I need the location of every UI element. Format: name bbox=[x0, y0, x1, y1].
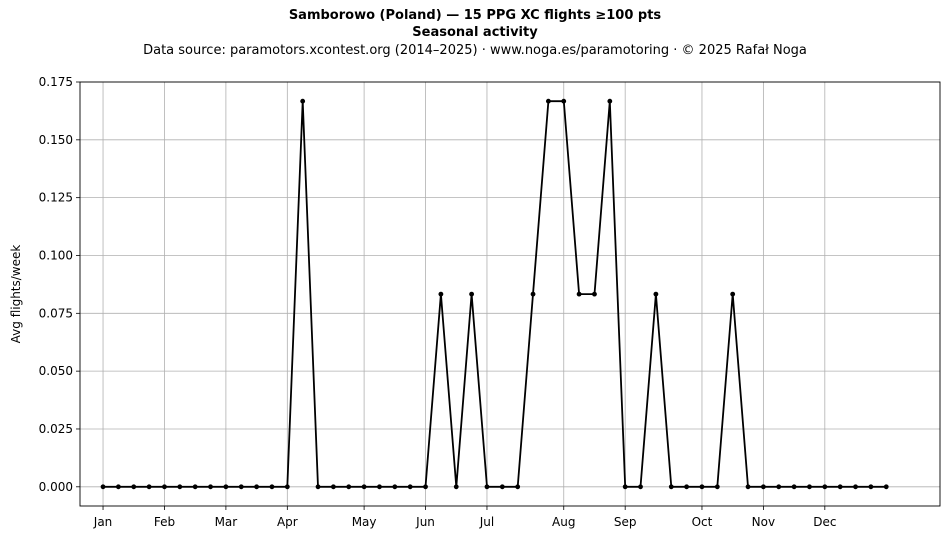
y-tick-label: 0.050 bbox=[39, 364, 73, 378]
data-point bbox=[469, 291, 475, 297]
data-point bbox=[760, 484, 766, 490]
y-tick-label: 0.075 bbox=[39, 306, 73, 320]
grid-lines bbox=[80, 81, 940, 506]
data-point bbox=[223, 484, 229, 490]
data-point bbox=[622, 484, 628, 490]
data-point bbox=[315, 484, 321, 490]
x-tick-label: Oct bbox=[692, 515, 713, 529]
data-point bbox=[837, 484, 843, 490]
data-point bbox=[177, 484, 183, 490]
data-point bbox=[330, 484, 336, 490]
y-tick-label: 0.000 bbox=[39, 480, 73, 494]
chart-subtitle: Seasonal activity bbox=[412, 25, 538, 40]
data-point bbox=[361, 484, 367, 490]
y-tick-label: 0.025 bbox=[39, 422, 73, 436]
plot-frame bbox=[79, 81, 941, 507]
data-point bbox=[438, 291, 444, 297]
data-point bbox=[883, 484, 889, 490]
data-point bbox=[515, 484, 521, 490]
x-tick-label: Jun bbox=[415, 515, 435, 529]
x-tick-label: Jul bbox=[479, 515, 494, 529]
x-tick-label: Nov bbox=[752, 515, 775, 529]
data-point bbox=[499, 484, 505, 490]
data-point bbox=[561, 98, 567, 104]
data-point bbox=[791, 484, 797, 490]
data-point bbox=[131, 484, 137, 490]
data-point bbox=[407, 484, 413, 490]
data-point bbox=[346, 484, 352, 490]
y-tick-label: 0.100 bbox=[39, 248, 73, 262]
data-point bbox=[208, 484, 213, 490]
data-point bbox=[638, 484, 643, 490]
series-polyline bbox=[103, 100, 887, 488]
data-point bbox=[192, 484, 198, 490]
x-tick-label: Dec bbox=[813, 515, 836, 529]
data-point bbox=[146, 484, 152, 490]
x-tick-label: Feb bbox=[154, 515, 175, 529]
data-point bbox=[300, 98, 306, 104]
data-point bbox=[484, 484, 490, 490]
data-point bbox=[807, 484, 812, 490]
x-tick-label: Jan bbox=[93, 515, 113, 529]
data-point bbox=[699, 484, 705, 490]
data-point bbox=[776, 484, 782, 490]
x-tick-label: May bbox=[352, 515, 377, 529]
y-axis-label-group: Avg flights/week bbox=[9, 245, 23, 344]
data-point bbox=[668, 484, 674, 490]
x-tick-label: Aug bbox=[552, 515, 575, 529]
x-tick-label: Mar bbox=[215, 515, 238, 529]
data-point bbox=[745, 484, 751, 490]
data-point bbox=[868, 484, 874, 490]
data-point bbox=[853, 484, 858, 490]
data-source-note: Data source: paramotors.xcontest.org (20… bbox=[143, 43, 807, 58]
x-tick-label: Sep bbox=[614, 515, 637, 529]
data-point bbox=[530, 291, 536, 297]
data-point bbox=[592, 291, 597, 297]
axes: 0.000 0.025 0.050 0.075 0.100 0.125 0.150 0.175… bbox=[39, 75, 941, 529]
data-point bbox=[653, 291, 659, 297]
data-point bbox=[238, 484, 244, 490]
data-point bbox=[576, 291, 582, 297]
y-tick-label: 0.125 bbox=[39, 191, 73, 205]
data-point bbox=[684, 484, 690, 490]
series-line bbox=[100, 98, 889, 490]
data-point bbox=[284, 484, 290, 490]
data-point bbox=[100, 484, 106, 490]
y-tick-label: 0.175 bbox=[39, 75, 73, 89]
chart-title: Samborowo (Poland) — 15 PPG XC flights ≥… bbox=[288, 8, 662, 23]
data-point bbox=[453, 484, 459, 490]
data-point bbox=[730, 291, 736, 297]
data-point bbox=[607, 98, 613, 104]
data-point bbox=[392, 484, 398, 490]
data-point bbox=[115, 484, 121, 490]
data-point bbox=[254, 484, 260, 490]
data-point bbox=[545, 98, 551, 104]
y-axis-label: Avg flights/week bbox=[9, 245, 23, 344]
data-point bbox=[162, 484, 167, 490]
y-tick-label: 0.150 bbox=[39, 133, 73, 147]
data-point bbox=[822, 484, 828, 490]
data-point bbox=[423, 484, 428, 490]
data-point bbox=[269, 484, 275, 490]
data-point bbox=[377, 484, 382, 490]
data-point bbox=[714, 484, 720, 490]
x-tick-label: Apr bbox=[277, 515, 298, 529]
